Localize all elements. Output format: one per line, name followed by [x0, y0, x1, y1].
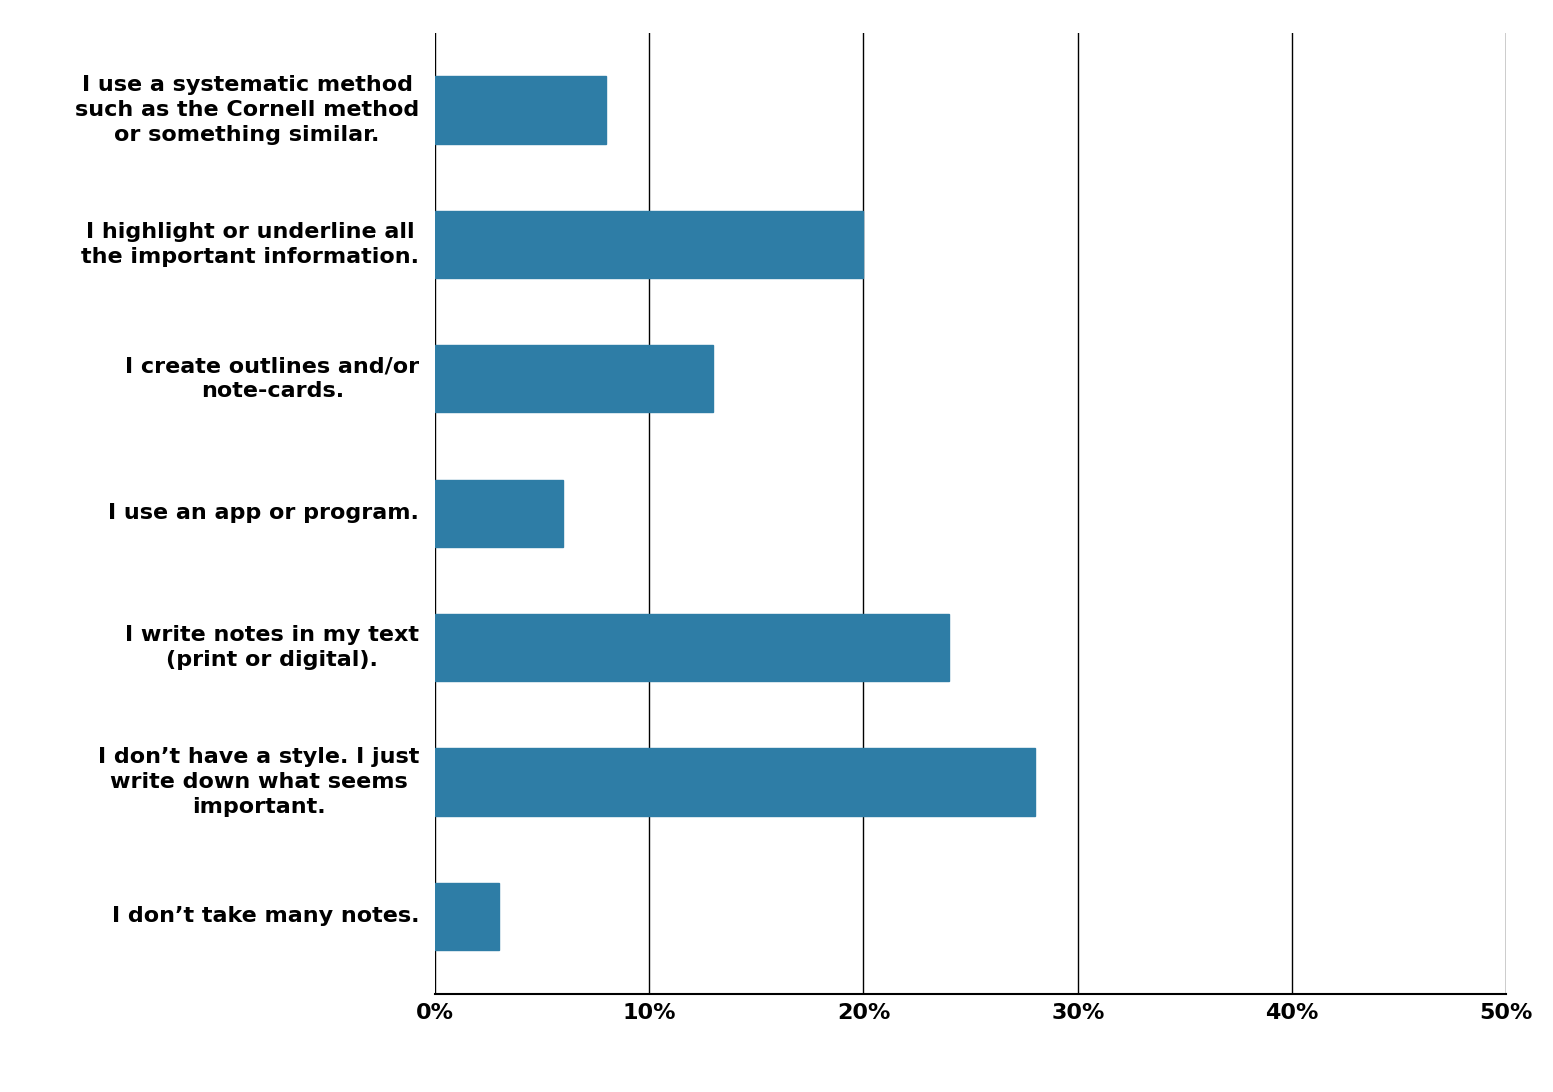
Bar: [435, 479, 564, 547]
Bar: [435, 211, 863, 278]
Bar: [435, 614, 949, 681]
Text: I write notes in my text
(print or digital).: I write notes in my text (print or digit…: [126, 626, 419, 670]
Bar: [435, 76, 606, 144]
Text: I use an app or program.: I use an app or program.: [109, 503, 419, 523]
Bar: [435, 882, 499, 950]
Text: I create outlines and/or
note-cards.: I create outlines and/or note-cards.: [126, 356, 419, 401]
Bar: [435, 748, 1034, 816]
Bar: [435, 345, 713, 413]
Text: I don’t take many notes.: I don’t take many notes.: [112, 906, 419, 926]
Text: I use a systematic method
such as the Cornell method
or something similar.: I use a systematic method such as the Co…: [75, 75, 419, 145]
Text: I highlight or underline all
the important information.: I highlight or underline all the importa…: [81, 222, 419, 266]
Text: I don’t have a style. I just
write down what seems
important.: I don’t have a style. I just write down …: [98, 747, 419, 817]
